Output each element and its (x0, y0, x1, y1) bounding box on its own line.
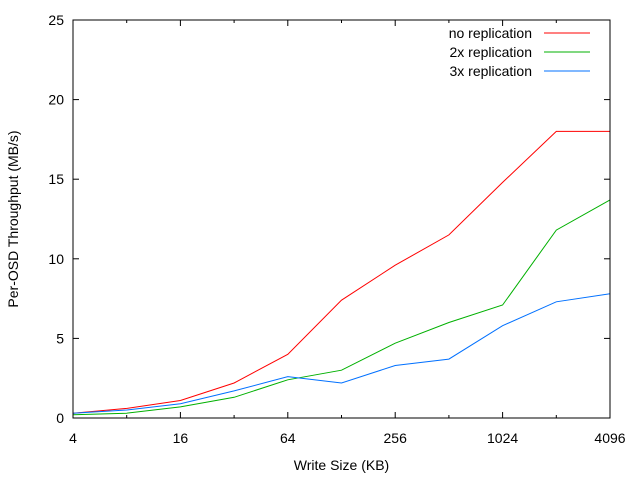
x-axis-label: Write Size (KB) (294, 457, 389, 473)
y-tick-label: 15 (48, 171, 64, 187)
series-line-no-replication (72, 130, 610, 414)
x-tick-label: 256 (384, 430, 408, 446)
series-line-3x-replication (72, 293, 611, 414)
y-tick-label: 10 (48, 251, 64, 267)
y-axis-label: Per-OSD Throughput (MB/s) (5, 130, 21, 307)
x-tick-label: 64 (280, 430, 296, 446)
legend: no replication 2x replication 3x replicati… (449, 25, 590, 79)
x-tick-label: 1024 (487, 430, 518, 446)
y-tick-label: 20 (48, 92, 64, 108)
series-layer (72, 130, 611, 416)
plot-frame (72, 19, 611, 419)
x-tick-label: 4 (69, 430, 77, 446)
y-tick-label: 25 (48, 12, 64, 28)
ticks-layer: 0 5 10 15 20 25 4 16 64 256 1024 4096 (48, 12, 625, 446)
legend-label-2x-replication: 2x replication (450, 44, 533, 60)
y-tick-label: 5 (56, 330, 64, 346)
y-tick-label: 0 (56, 410, 64, 426)
x-tick-label: 4096 (594, 430, 625, 446)
series-line-2x-replication (72, 199, 611, 416)
x-tick-label: 16 (173, 430, 189, 446)
legend-label-no-replication: no replication (449, 25, 532, 41)
legend-label-3x-replication: 3x replication (450, 63, 533, 79)
